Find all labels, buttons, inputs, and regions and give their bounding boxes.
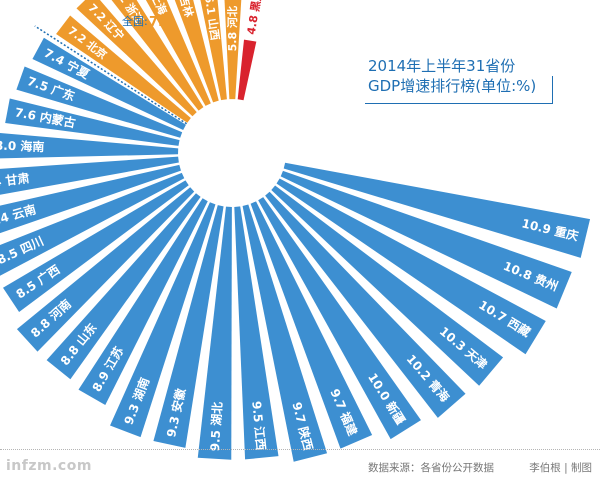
- bar-label-江西: 9.5 江西: [249, 400, 269, 451]
- bar-辽宁: [76, 0, 197, 117]
- national-label: 全国:: [122, 14, 148, 28]
- bar-贵州: [280, 170, 572, 309]
- bar-云南: [0, 164, 181, 234]
- bar-山西: [200, 0, 227, 101]
- bar-河北: [224, 0, 242, 100]
- national-value: 7.4: [149, 15, 172, 30]
- data-source: 数据来源：各省份公开数据: [368, 462, 494, 474]
- bar-上海: [145, 0, 211, 106]
- chart-title: 2014年上半年31省份 GDP增速排行榜(单位:%): [368, 56, 598, 96]
- bar-内蒙古: [5, 98, 180, 146]
- bar-黑龙江: [237, 39, 257, 101]
- bar-福建: [250, 201, 373, 449]
- bar-label-甘肃: 8.4 甘肃: [0, 170, 30, 191]
- bar-江苏: [78, 198, 208, 406]
- footer-divider: [0, 449, 600, 450]
- chart-title-line-2: GDP增速排行榜(单位:%): [368, 77, 537, 95]
- bar-北京: [56, 15, 191, 123]
- bar-宁夏: [32, 37, 186, 130]
- bar-湖北: [197, 206, 232, 460]
- bar-新疆: [258, 197, 421, 440]
- bar-甘肃: [0, 156, 179, 195]
- bar-山东: [46, 193, 201, 380]
- bar-广西: [2, 180, 189, 312]
- bar-湖南: [110, 202, 216, 438]
- bar-西藏: [276, 178, 546, 355]
- bar-label-海南: 8.0 海南: [0, 138, 45, 155]
- bar-海南: [0, 132, 179, 159]
- bar-安徽: [153, 205, 224, 448]
- credit: 李伯根 | 制图: [529, 462, 592, 474]
- bar-重庆: [283, 162, 591, 258]
- title-tick: [552, 76, 553, 104]
- title-underline: [365, 103, 553, 104]
- bar-广东: [16, 66, 183, 138]
- bar-河南: [16, 187, 195, 352]
- bar-label-河北: 5.8 河北: [225, 6, 239, 51]
- site-logo: infzm.com: [6, 458, 92, 474]
- bar-青海: [265, 191, 466, 418]
- bar-label-湖北: 9.5 湖北: [207, 401, 225, 451]
- bar-label-黑龙江: 4.8 黑龙江: [244, 0, 267, 36]
- chart-title-line-1: 2014年上半年31省份: [368, 57, 516, 75]
- bar-四川: [0, 172, 185, 276]
- bar-江西: [234, 206, 279, 460]
- bar-天津: [271, 185, 504, 386]
- bar-吉林: [174, 0, 219, 103]
- bar-浙江: [111, 0, 204, 111]
- bar-陕西: [242, 204, 328, 462]
